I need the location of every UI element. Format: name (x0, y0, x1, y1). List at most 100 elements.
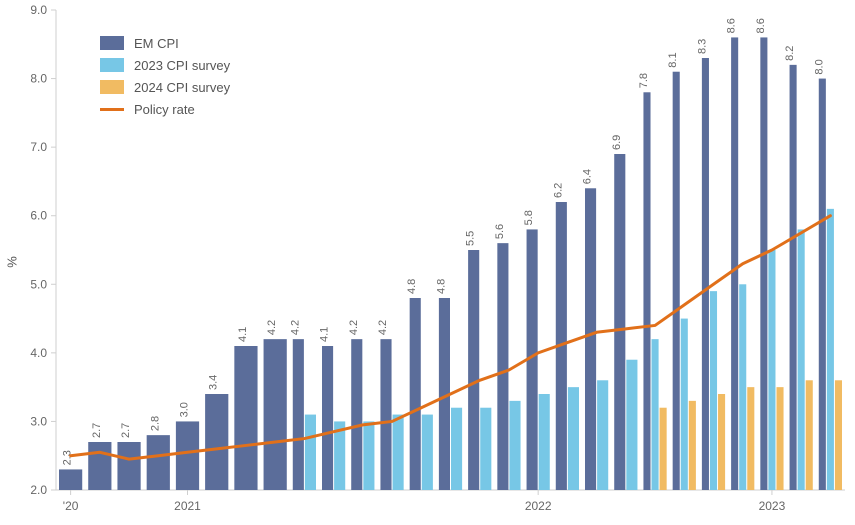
chart-container: % EM CPI 2023 CPI survey 2024 CPI survey Po… (0, 0, 855, 525)
bar-value-label: 8.6 (755, 18, 767, 33)
bar-em_cpi (59, 469, 82, 490)
bar-value-label: 8.0 (813, 59, 825, 74)
bar-survey_2023 (363, 421, 374, 490)
legend-item: 2024 CPI survey (100, 76, 230, 98)
y-tick-label: 2.0 (30, 483, 47, 497)
bar-value-label: 8.3 (696, 39, 708, 54)
x-year-label: 2023 (759, 499, 786, 513)
bar-survey_2023 (480, 408, 491, 490)
legend-item: Policy rate (100, 98, 230, 120)
bar-em_cpi (702, 58, 709, 490)
legend-line-swatch (100, 108, 124, 111)
bar-survey_2023 (739, 284, 746, 490)
bar-value-label: 8.6 (726, 18, 738, 33)
bar-em_cpi (410, 298, 421, 490)
y-tick-label: 9.0 (30, 3, 47, 17)
bar-value-label: 4.8 (406, 279, 418, 294)
legend-item: 2023 CPI survey (100, 54, 230, 76)
bar-value-label: 7.8 (638, 73, 650, 88)
y-tick-label: 7.0 (30, 140, 47, 154)
y-axis-title: % (4, 256, 19, 268)
bar-survey_2023 (626, 360, 637, 490)
legend-bar-swatch (100, 80, 124, 94)
bar-survey_2023 (710, 291, 717, 490)
bar-survey_2023 (827, 209, 834, 490)
bar-em_cpi (731, 37, 738, 490)
bar-survey_2023 (597, 380, 608, 490)
y-tick-label: 6.0 (30, 209, 47, 223)
bar-em_cpi (585, 188, 596, 490)
bar-survey_2023 (568, 387, 579, 490)
bar-value-label: 4.8 (435, 279, 447, 294)
bar-em_cpi (643, 92, 650, 490)
legend: EM CPI 2023 CPI survey 2024 CPI survey Poli… (100, 32, 230, 120)
bar-em_cpi (614, 154, 625, 490)
bar-survey_2023 (652, 339, 659, 490)
bar-em_cpi (293, 339, 304, 490)
y-tick-label: 5.0 (30, 277, 47, 291)
legend-label: EM CPI (134, 36, 179, 51)
bar-survey_2023 (509, 401, 520, 490)
bar-survey_2023 (393, 415, 404, 490)
bar-em_cpi (760, 37, 767, 490)
bar-em_cpi (497, 243, 508, 490)
bar-value-label: 6.9 (611, 135, 623, 150)
y-tick-label: 3.0 (30, 414, 47, 428)
y-tick-label: 4.0 (30, 346, 47, 360)
bar-em_cpi (176, 421, 199, 490)
bar-survey_2024 (660, 408, 667, 490)
bar-value-label: 5.8 (523, 210, 535, 225)
bar-survey_2023 (539, 394, 550, 490)
bar-value-label: 4.2 (377, 320, 389, 335)
bar-em_cpi (117, 442, 140, 490)
bar-value-label: 5.6 (494, 224, 506, 239)
bar-value-label: 3.0 (179, 402, 191, 417)
bar-em_cpi (147, 435, 170, 490)
bar-survey_2023 (768, 250, 775, 490)
bar-value-label: 2.8 (149, 416, 161, 431)
bar-value-label: 8.1 (667, 52, 679, 67)
bar-em_cpi (205, 394, 228, 490)
bar-em_cpi (88, 442, 111, 490)
bar-em_cpi (234, 346, 257, 490)
bar-survey_2023 (451, 408, 462, 490)
bar-survey_2024 (835, 380, 842, 490)
bar-em_cpi (673, 72, 680, 490)
bar-value-label: 5.5 (465, 231, 477, 246)
bar-survey_2024 (747, 387, 754, 490)
x-year-label: '20 (63, 499, 79, 513)
bar-value-label: 4.2 (266, 320, 278, 335)
bar-em_cpi (264, 339, 287, 490)
bar-value-label: 6.4 (582, 169, 594, 184)
bar-value-label: 2.7 (91, 423, 103, 438)
x-year-label: 2021 (174, 499, 201, 513)
bar-value-label: 4.2 (348, 320, 360, 335)
bar-value-label: 2.3 (62, 450, 74, 465)
legend-item: EM CPI (100, 32, 230, 54)
bar-value-label: 6.2 (552, 183, 564, 198)
bar-value-label: 3.4 (208, 375, 220, 390)
bar-survey_2024 (718, 394, 725, 490)
bar-value-label: 8.2 (784, 46, 796, 61)
y-tick-label: 8.0 (30, 72, 47, 86)
legend-label: Policy rate (134, 102, 195, 117)
bar-value-label: 4.2 (289, 320, 301, 335)
bar-survey_2024 (806, 380, 813, 490)
bar-em_cpi (790, 65, 797, 490)
bar-em_cpi (351, 339, 362, 490)
bar-survey_2023 (422, 415, 433, 490)
bar-survey_2023 (681, 319, 688, 490)
bar-survey_2023 (305, 415, 316, 490)
bar-em_cpi (819, 79, 826, 490)
legend-bar-swatch (100, 36, 124, 50)
bar-value-label: 4.1 (319, 327, 331, 342)
legend-label: 2023 CPI survey (134, 58, 230, 73)
bar-survey_2024 (776, 387, 783, 490)
bar-em_cpi (468, 250, 479, 490)
bar-survey_2024 (689, 401, 696, 490)
legend-bar-swatch (100, 58, 124, 72)
legend-label: 2024 CPI survey (134, 80, 230, 95)
bar-survey_2023 (798, 229, 805, 490)
bar-em_cpi (322, 346, 333, 490)
bar-em_cpi (380, 339, 391, 490)
